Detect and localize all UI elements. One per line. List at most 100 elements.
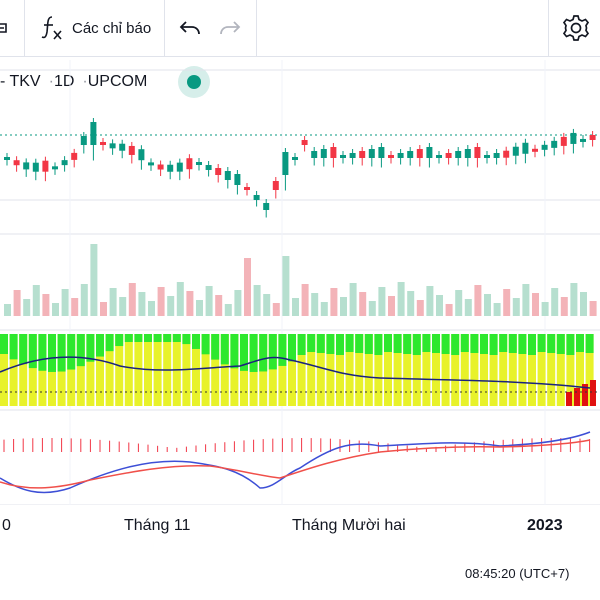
volume-bar	[407, 291, 415, 316]
indicator-column	[432, 334, 440, 353]
volume-bar	[532, 293, 539, 316]
indicator-column	[115, 334, 124, 347]
candle-body	[61, 160, 68, 166]
volume-bar	[551, 288, 559, 316]
indicator-column	[585, 334, 594, 406]
volume-bars	[4, 244, 597, 316]
candle-body	[205, 165, 212, 170]
candle-body	[541, 144, 548, 150]
indicator-column	[432, 334, 440, 406]
indicator-column	[384, 334, 392, 352]
macd-line	[0, 431, 591, 494]
indicator-column	[326, 334, 335, 354]
indicator-column	[499, 334, 508, 406]
candle-body	[464, 149, 471, 158]
indicator-column	[537, 334, 546, 406]
toolbar-divider	[164, 0, 165, 56]
candle-body	[503, 150, 510, 158]
candle-body	[244, 187, 250, 190]
volume-bar	[484, 294, 491, 316]
indicators-button[interactable]: Các chỉ báo	[40, 0, 151, 56]
indicator-column	[211, 334, 220, 360]
volume-bar	[541, 302, 549, 316]
indicator-column	[38, 334, 47, 371]
candle-body	[167, 164, 174, 172]
toolbar-divider	[548, 0, 549, 56]
undo-icon	[179, 21, 200, 35]
market-status-icon[interactable]	[178, 66, 210, 98]
volume-bar	[522, 284, 530, 316]
volume-bar	[282, 256, 290, 316]
volume-bar	[234, 290, 242, 316]
volume-bar	[109, 288, 117, 316]
volume-bar	[426, 286, 434, 316]
indicator-column	[451, 334, 460, 355]
candle-body	[416, 149, 423, 158]
volume-bar	[23, 299, 31, 316]
time-axis-label: Tháng Mười hai	[292, 517, 406, 534]
indicator-column	[268, 334, 277, 406]
candle-body	[560, 136, 567, 146]
indicator-column	[192, 334, 200, 406]
candle-body	[119, 143, 126, 151]
candle-body	[349, 153, 356, 158]
volume-bar	[445, 304, 453, 316]
indicator-column	[259, 334, 268, 372]
indicator-column	[566, 334, 575, 355]
indicator-column	[518, 334, 527, 354]
indicator-column	[9, 334, 18, 406]
indicator-column	[374, 334, 383, 355]
indicator-column	[582, 384, 588, 406]
volume-bar	[244, 258, 251, 316]
volume-bar	[512, 298, 520, 316]
indicator-column	[460, 334, 469, 352]
signal-line	[0, 439, 591, 489]
indicator-column	[220, 334, 229, 406]
time-axis-label: 0	[2, 517, 11, 534]
volume-bar	[292, 298, 299, 316]
indicator-column	[67, 334, 76, 370]
indicators-label: Các chỉ báo	[72, 19, 152, 37]
volume-bar	[61, 289, 69, 316]
indicator-column	[240, 334, 248, 371]
candle-body	[301, 140, 308, 145]
settings-button[interactable]	[561, 0, 591, 56]
volume-bar	[397, 282, 405, 316]
indicator-line	[0, 356, 591, 389]
redo-button[interactable]	[218, 0, 242, 56]
indicator-column	[336, 334, 344, 406]
indicator-column	[307, 334, 316, 406]
chart-area[interactable]	[0, 0, 600, 505]
indicator-column	[441, 334, 450, 406]
volume-bar	[32, 285, 40, 316]
indicator-column	[489, 334, 498, 406]
undo-button[interactable]	[178, 0, 202, 56]
volume-bar	[167, 296, 175, 316]
exchange-label: UPCOM	[87, 73, 148, 90]
indicator-column	[528, 334, 536, 406]
volume-bar	[359, 292, 367, 316]
volume-bar	[186, 291, 194, 316]
candle-body	[157, 164, 164, 170]
symbol-info-bar[interactable]: - TKV · 1D · UPCOM	[0, 64, 147, 100]
indicator-column	[220, 334, 229, 365]
indicator-column	[288, 334, 296, 362]
macd-pane	[0, 431, 591, 494]
candle-body	[109, 143, 116, 149]
time-axis-label: Tháng 11	[124, 517, 191, 534]
indicator-column	[441, 334, 450, 354]
indicator-column	[86, 334, 95, 362]
indicator-column	[345, 334, 354, 406]
candle-body	[368, 149, 375, 158]
indicator-column	[585, 334, 594, 353]
volume-bar	[157, 287, 165, 316]
indicator-column	[556, 334, 565, 406]
candle-body	[580, 138, 586, 142]
indicator-column	[288, 334, 296, 406]
volume-bar	[388, 296, 395, 316]
indicator-column	[508, 334, 517, 353]
time-axis-label: 2023	[527, 517, 563, 534]
volume-bar	[119, 297, 127, 316]
indicator-column	[144, 334, 152, 342]
crosshair-icon[interactable]	[0, 0, 10, 56]
